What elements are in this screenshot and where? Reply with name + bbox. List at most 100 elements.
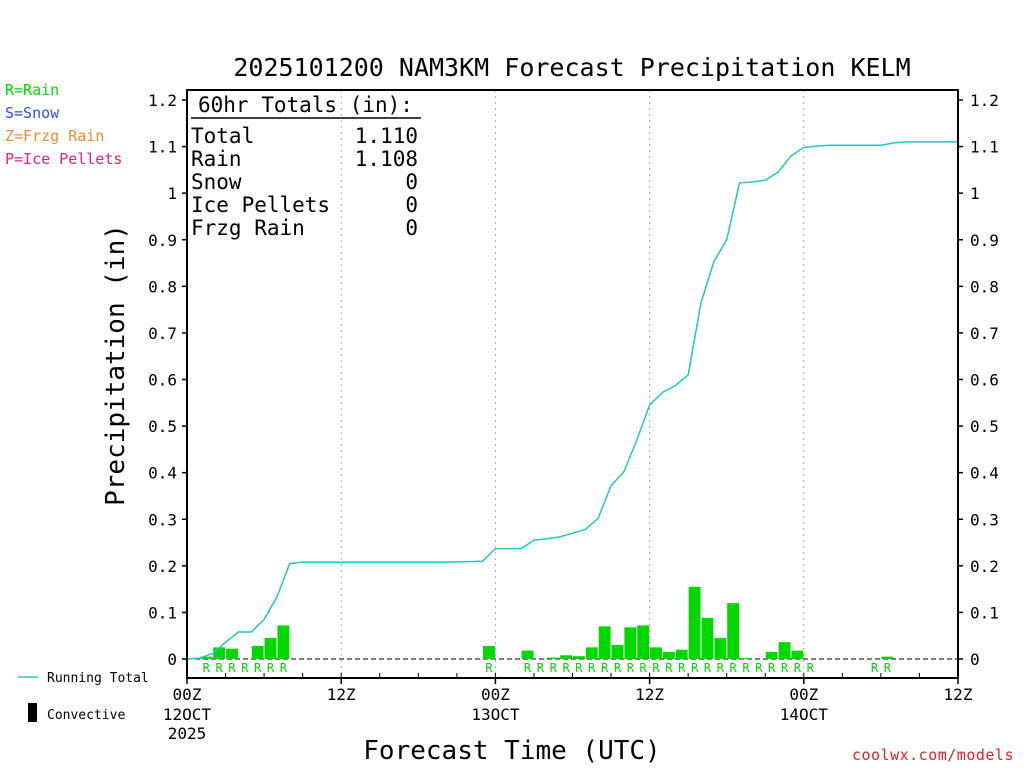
ptype-letter: R	[794, 661, 802, 675]
precip-bar	[226, 648, 238, 659]
x-tick-date: 13OCT	[471, 705, 520, 724]
text-layer: R R R R R R R R R R R R R R R R R R R R R R R R R R R R R R R R R0 00.1 0.…	[47, 53, 999, 766]
x-tick-date: 12OCT	[163, 705, 212, 724]
precip-bar	[611, 645, 624, 659]
y-tick-label-right: 1.2	[970, 91, 999, 110]
precip-bar	[200, 656, 213, 659]
grid-layer	[187, 90, 958, 678]
y-axis-label: Precipitation (in)	[101, 224, 131, 506]
ptype-letter: R	[241, 661, 249, 675]
ptype-letter: R	[871, 661, 879, 675]
ptype-letter: R	[717, 661, 725, 675]
ptype-letter: R	[678, 661, 686, 675]
x-tick-label: 00Z	[173, 685, 202, 704]
y-tick-label-left: 0.1	[148, 603, 177, 622]
y-tick-label-right: 0.8	[970, 277, 999, 296]
legend-rain: R=Rain	[5, 81, 60, 99]
totals-row-label: Ice Pellets	[191, 193, 330, 217]
x-tick-label: 12Z	[635, 685, 664, 704]
precip-bar	[598, 626, 611, 659]
totals-row-value: 1.110	[355, 124, 418, 148]
legend-ice-pellets: P=Ice Pellets	[5, 150, 123, 168]
precip-bar	[727, 603, 740, 659]
y-tick-label-left: 1.1	[148, 138, 177, 157]
plot-frame	[186, 89, 959, 679]
y-tick-label-right: 0.7	[970, 324, 999, 343]
y-tick-label-left: 0	[167, 650, 177, 669]
site-credit[interactable]: coolwx.com/models	[851, 746, 1014, 764]
chart-title: 2025101200 NAM3KM Forecast Precipitation…	[233, 53, 910, 82]
y-tick-label-left: 1.2	[148, 91, 177, 110]
y-tick-label-right: 0.1	[970, 603, 999, 622]
y-tick-label-right: 0.6	[970, 371, 999, 390]
ptype-letter: R	[730, 661, 738, 675]
precip-bar	[650, 647, 662, 659]
precip-bar	[637, 625, 650, 659]
precip-bar	[521, 650, 534, 659]
x-tick-label: 00Z	[789, 685, 818, 704]
y-tick-label-left: 0.7	[148, 324, 177, 343]
ptype-letter: R	[537, 661, 545, 675]
totals-heading: 60hr Totals (in):	[198, 93, 413, 117]
precip-bar	[675, 649, 688, 659]
ptype-letter: R	[807, 661, 815, 675]
legend-running-total-label: Running Total	[47, 671, 149, 686]
ptype-letter: R	[652, 661, 660, 675]
y-tick-label-left: 0.5	[148, 417, 177, 436]
legend-snow: S=Snow	[5, 104, 60, 122]
y-tick-label-right: 1.1	[970, 138, 999, 157]
precip-bar	[585, 647, 598, 659]
ptype-letter: R	[575, 661, 583, 675]
x-tick-year: 2025	[168, 724, 207, 743]
ptype-letter: R	[216, 661, 224, 675]
precip-bar	[560, 655, 572, 659]
totals-row-label: Rain	[191, 147, 242, 171]
ptype-letter: R	[627, 661, 635, 675]
ptype-letter: R	[640, 661, 648, 675]
ptype-letter: R	[884, 661, 892, 675]
x-tick-label: 00Z	[481, 685, 510, 704]
ptype-letter: R	[742, 661, 750, 675]
precip-bar	[714, 638, 727, 659]
y-tick-label-left: 1	[167, 184, 177, 203]
precip-bar	[264, 638, 277, 659]
ptype-letter: R	[691, 661, 699, 675]
ptype-letter: R	[254, 661, 262, 675]
precip-bar	[740, 658, 752, 660]
precip-bar	[624, 627, 637, 659]
totals-row-value: 0	[405, 216, 418, 240]
y-tick-label-right: 0.5	[970, 417, 999, 436]
totals-row-label: Frzg Rain	[191, 216, 305, 240]
x-tick-label: 12Z	[327, 685, 356, 704]
totals-row-label: Total	[191, 124, 254, 148]
ptype-letter: R	[228, 661, 236, 675]
y-tick-label-right: 0	[970, 650, 980, 669]
x-axis-label: Forecast Time (UTC)	[363, 736, 660, 766]
running-total-line	[186, 141, 958, 660]
precip-bar	[277, 625, 290, 659]
ptype-letter: R	[485, 661, 493, 675]
precip-bar	[765, 652, 778, 659]
ptype-letter: R	[203, 661, 211, 675]
ptype-letter: R	[280, 661, 288, 675]
y-tick-label-left: 0.2	[148, 557, 177, 576]
y-tick-label-right: 0.3	[970, 510, 999, 529]
precip-bar	[547, 657, 560, 659]
legend-convective-label: Convective	[47, 708, 125, 723]
ptype-letter: R	[550, 661, 558, 675]
y-tick-label-right: 0.9	[970, 231, 999, 250]
totals-row-value: 0	[405, 193, 418, 217]
ptype-letter: R	[601, 661, 609, 675]
totals-row-label: Snow	[191, 170, 242, 194]
precip-bar	[701, 618, 714, 659]
y-tick-label-right: 1	[970, 184, 980, 203]
totals-row-value: 1.108	[355, 147, 418, 171]
legend-frzg-rain: Z=Frzg Rain	[5, 127, 105, 145]
precip-bar	[881, 656, 894, 659]
totals-row-value: 0	[405, 170, 418, 194]
ptype-letter: R	[704, 661, 712, 675]
legend-convective-swatch	[28, 703, 37, 722]
precip-bar	[573, 656, 585, 659]
precip-bar	[662, 652, 675, 659]
ptype-letter: R	[781, 661, 789, 675]
